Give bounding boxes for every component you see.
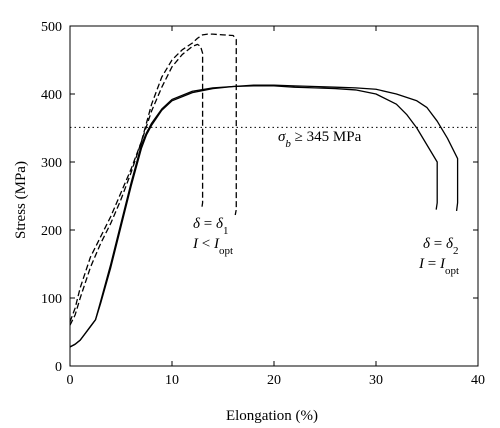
plot-frame	[69, 25, 479, 367]
solid-curve-1	[69, 85, 438, 348]
y-tick-label: 100	[41, 292, 62, 307]
annotation-delta1-line1: δ = δ1	[193, 216, 228, 237]
y-axis-title: Stress (MPa)	[13, 161, 29, 239]
y-tick-label: 300	[41, 156, 62, 171]
annotation-delta2-line1: δ = δ2	[423, 236, 458, 257]
x-tick-label: 10	[165, 373, 179, 388]
dashed-curve-4	[69, 33, 237, 326]
annotation-delta1-line2: I < Iopt	[192, 236, 233, 257]
y-tick-label: 500	[41, 20, 62, 35]
x-tick-label: 0	[67, 373, 74, 388]
x-tick-label: 40	[471, 373, 485, 388]
x-tick-label: 20	[267, 373, 281, 388]
strength-threshold-label: σb ≥ 345 MPa	[278, 129, 362, 150]
dashed-curve-3	[69, 43, 204, 323]
y-tick-label: 0	[55, 360, 62, 375]
solid-curve-2	[69, 84, 459, 348]
y-tick-label: 400	[41, 88, 62, 103]
annotation-delta2-line2: I = Iopt	[418, 256, 459, 277]
x-tick-label: 30	[369, 373, 383, 388]
x-axis-title: Elongation (%)	[226, 408, 318, 424]
y-tick-label: 200	[41, 224, 62, 239]
